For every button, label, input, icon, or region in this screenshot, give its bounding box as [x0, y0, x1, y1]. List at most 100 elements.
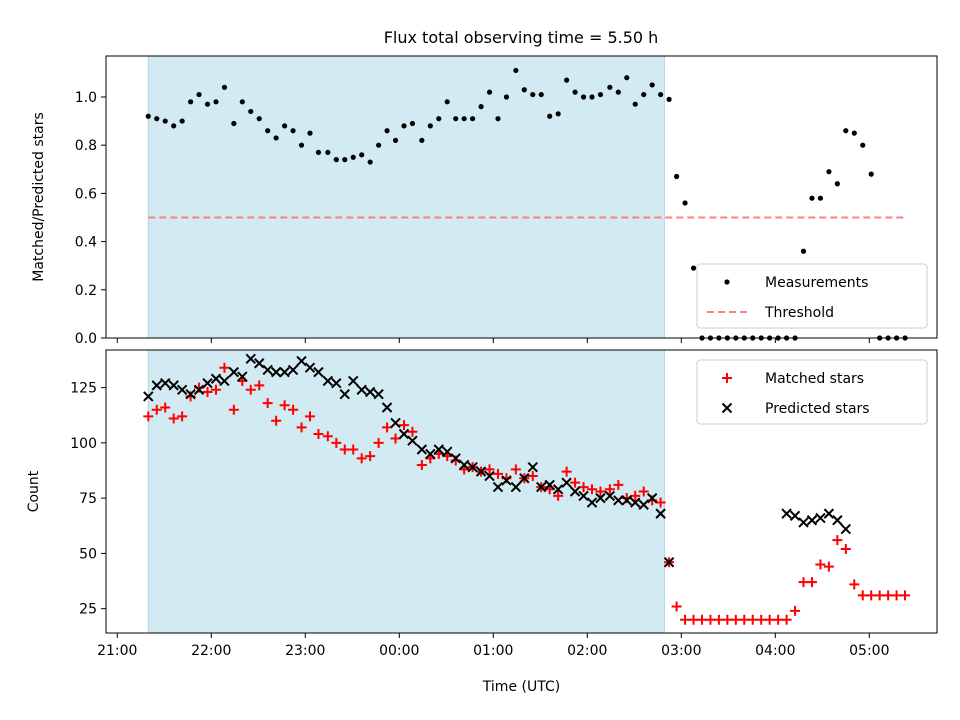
measurement-point	[649, 82, 655, 88]
matched-star-marker	[781, 614, 792, 625]
matched-star-marker	[630, 490, 641, 501]
matched-star-marker	[210, 384, 221, 395]
measurement-point	[868, 171, 874, 177]
x-axis-label: Time (UTC)	[482, 679, 560, 695]
predicted-star-marker	[442, 446, 453, 457]
matched-star-marker	[866, 590, 877, 601]
matched-star-marker	[202, 387, 213, 398]
matched-star-marker	[798, 577, 809, 588]
measurement-point	[325, 149, 331, 156]
measurement-point	[851, 130, 857, 136]
measurement-point	[470, 116, 476, 122]
predicted-star-marker	[638, 499, 649, 510]
axes-frame	[105, 55, 938, 339]
measurement-point	[427, 123, 433, 129]
predicted-star-marker	[193, 384, 205, 396]
predicted-star-marker	[815, 512, 826, 524]
predicted-star-marker	[450, 453, 461, 464]
predicted-star-marker	[364, 386, 376, 398]
bottom-panel-counts: 25 50 75 100 125 Count 21:00 22:00 23:00 00:00 01:…	[26, 349, 938, 695]
measurement-point	[154, 116, 160, 122]
legend-label: Matched stars	[765, 371, 864, 387]
predicted-star-marker	[595, 492, 606, 504]
matched-star-marker	[373, 437, 384, 448]
measurement-point	[800, 248, 807, 254]
predicted-star-marker	[254, 358, 265, 369]
legend-matched-marker	[722, 373, 732, 383]
measurement-point	[834, 181, 840, 187]
matched-star-marker	[279, 400, 290, 411]
measurement-point	[615, 89, 621, 95]
matched-star-marker	[331, 437, 342, 448]
measurement-point	[513, 67, 519, 74]
predicted-star-marker	[586, 497, 598, 508]
predicted-star-marker	[798, 517, 809, 528]
measurement-point	[333, 157, 339, 163]
predicted-star-marker	[339, 389, 350, 400]
predicted-star-marker	[356, 384, 367, 396]
predicted-star-marker	[840, 523, 852, 535]
y-axis-label: Count	[26, 470, 42, 512]
predicted-star-marker	[467, 461, 478, 473]
matched-star-marker	[254, 380, 265, 391]
predicted-star-marker	[219, 375, 230, 387]
x-tick-label: 03:00	[661, 643, 701, 659]
measurement-point	[547, 113, 553, 119]
x-tick-label: 05:00	[849, 643, 889, 659]
measurement-point	[666, 96, 672, 102]
matched-star-marker	[561, 466, 572, 477]
measurement-point	[213, 99, 219, 105]
predicted-star-marker	[823, 508, 835, 519]
x-tick-label: 22:00	[191, 643, 231, 659]
measurement-point	[580, 94, 587, 100]
y-tick-label: 0.0	[75, 331, 97, 347]
matched-star-marker	[313, 429, 324, 440]
legend: Matched stars Predicted stars	[696, 359, 928, 425]
y-tick-label: 75	[79, 491, 97, 507]
predicted-star-marker	[492, 481, 504, 493]
matched-star-marker	[348, 444, 359, 455]
predicted-star-marker	[655, 508, 666, 519]
predicted-star-marker	[544, 479, 555, 491]
matched-star-marker	[578, 482, 589, 493]
measurement-point	[179, 118, 185, 124]
matched-star-marker	[296, 422, 307, 433]
matched-star-marker	[696, 614, 707, 625]
series-predicted-stars	[143, 353, 852, 568]
predicted-star-marker	[663, 557, 675, 568]
matched-star-marker	[604, 484, 615, 495]
measurement-point	[204, 101, 211, 107]
matched-star-marker	[874, 590, 885, 601]
predicted-star-marker	[279, 366, 290, 378]
measurement-point	[376, 142, 382, 148]
y-tick-label: 100	[70, 436, 97, 452]
legend-label: Measurements	[765, 275, 868, 291]
predicted-star-marker	[569, 486, 581, 497]
top-panel-ratio: 0.0 0.2 0.4 0.6 0.8 1.0 Matched/Predicted star…	[31, 55, 938, 347]
y-tick-label: 50	[79, 546, 97, 562]
matched-star-marker	[356, 453, 367, 464]
measurement-point	[624, 75, 630, 81]
matched-star-marker	[339, 444, 350, 455]
legend-box	[696, 263, 928, 329]
measurement-point	[589, 94, 595, 100]
matched-star-marker	[151, 404, 162, 415]
matched-star-marker	[883, 590, 894, 601]
predicted-star-marker	[398, 428, 410, 440]
measurement-point	[486, 89, 493, 95]
x-tick-label: 01:00	[473, 643, 513, 659]
matched-star-marker	[160, 402, 171, 413]
matched-star-marker	[168, 413, 179, 424]
chart-title: Flux total observing time = 5.50 h	[384, 28, 659, 47]
axes-frame	[105, 349, 938, 634]
measurement-point	[367, 159, 373, 165]
predicted-star-marker	[160, 377, 171, 389]
matched-star-marker	[527, 471, 538, 482]
measurement-point	[307, 130, 313, 136]
measurement-point	[530, 91, 536, 98]
matched-star-marker	[840, 543, 851, 554]
legend-label: Predicted stars	[765, 401, 870, 417]
matched-star-marker	[416, 459, 427, 470]
observing-window-shade	[147, 349, 665, 634]
matched-star-marker	[219, 362, 230, 373]
